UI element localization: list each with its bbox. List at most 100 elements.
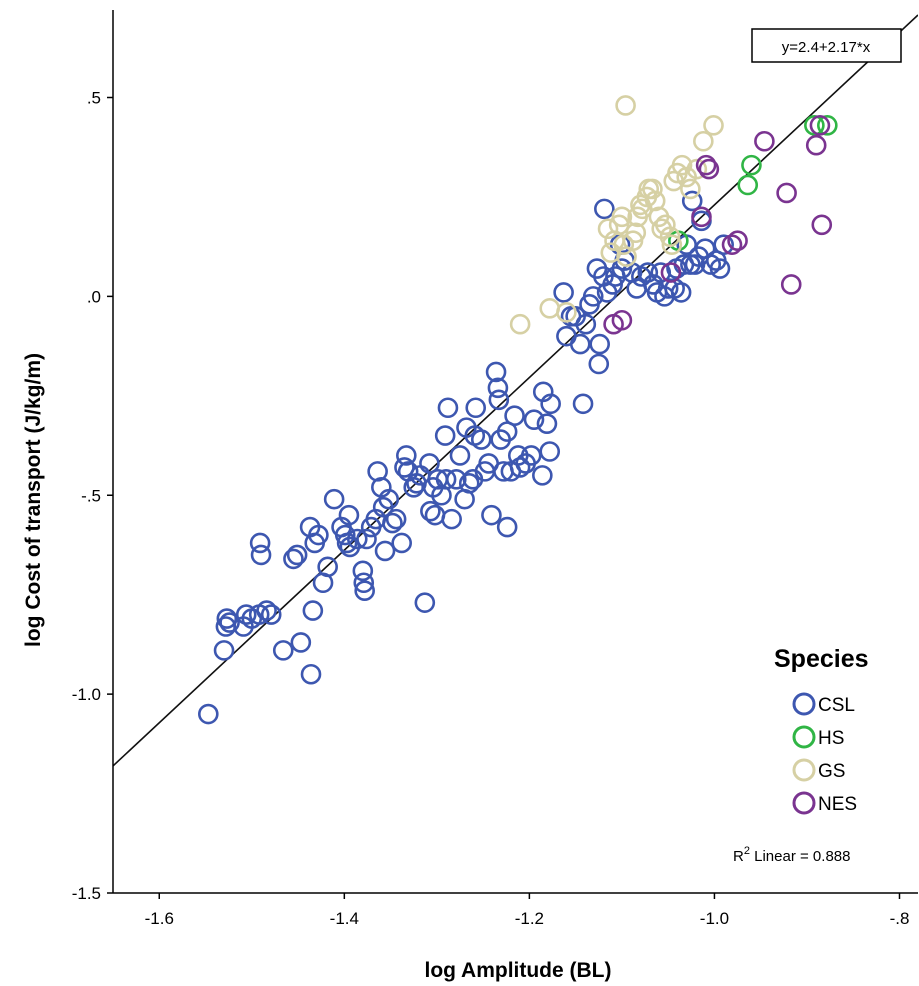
legend-marker-hs — [792, 725, 816, 749]
data-point-csl — [637, 262, 659, 283]
data-point-csl — [424, 504, 446, 526]
x-tick-label: -.8 — [890, 909, 910, 928]
data-point-csl — [219, 612, 240, 633]
data-point-csl — [235, 604, 257, 625]
data-point-csl — [256, 600, 277, 621]
data-point-csl — [352, 560, 374, 582]
data-point-csl — [302, 600, 324, 621]
data-point-csl — [414, 592, 436, 613]
legend-marker-nes — [792, 791, 816, 815]
points-layer — [198, 95, 838, 725]
legend-marker-csl — [792, 692, 816, 716]
data-point-gs — [671, 154, 693, 176]
data-point-nes — [780, 274, 802, 295]
data-point-csl — [300, 663, 322, 685]
data-point-csl — [488, 389, 510, 411]
data-point-csl — [394, 457, 415, 478]
data-point-csl — [523, 409, 545, 430]
data-point-gs — [625, 222, 647, 244]
data-point-csl — [713, 234, 734, 255]
y-tick-label: .0 — [87, 287, 101, 306]
data-point-nes — [698, 158, 720, 180]
y-tick-label: .5 — [87, 89, 101, 108]
data-point-csl — [308, 524, 329, 546]
data-point-nes — [754, 130, 775, 152]
data-point-csl — [382, 512, 403, 534]
data-point-csl — [198, 703, 219, 725]
y-tick-label: -1.5 — [72, 884, 101, 903]
data-point-nes — [727, 230, 748, 251]
data-point-nes — [721, 234, 743, 255]
legend: Species CSL HS GS NES — [774, 645, 869, 815]
data-point-nes — [776, 182, 797, 204]
data-point-csl — [378, 488, 400, 510]
data-point-csl — [385, 508, 407, 530]
y-ticks: -1.5 -1.0 -.5 .0 .5 — [72, 89, 113, 903]
data-point-csl — [250, 544, 272, 566]
data-point-csl — [272, 640, 294, 661]
fit-equation-text: y=2.4+2.17*x — [782, 39, 871, 56]
data-point-csl — [588, 353, 610, 375]
data-point-nes — [660, 262, 682, 283]
x-tick-label: -1.4 — [330, 909, 359, 928]
data-point-gs — [597, 218, 619, 240]
data-point-gs — [613, 234, 635, 255]
data-point-csl — [465, 397, 487, 419]
data-point-csl — [532, 465, 553, 486]
data-point-nes — [805, 134, 827, 156]
fit-line — [113, 14, 918, 767]
y-tick-label: -1.0 — [72, 685, 101, 704]
series-nes — [603, 115, 833, 335]
data-point-hs — [804, 115, 825, 136]
data-point-csl — [396, 445, 417, 466]
data-point-csl — [458, 473, 480, 494]
data-point-gs — [661, 234, 683, 255]
data-point-nes — [811, 214, 833, 236]
data-point-csl — [403, 476, 425, 498]
data-point-csl — [249, 532, 271, 554]
data-point-csl — [589, 333, 611, 355]
data-point-csl — [445, 469, 467, 490]
data-point-csl — [582, 286, 604, 307]
data-point-csl — [539, 441, 561, 462]
data-point-csl — [487, 377, 509, 399]
data-point-csl — [356, 528, 377, 550]
data-point-gs — [655, 214, 676, 236]
legend-label-hs: HS — [818, 728, 844, 749]
x-ticks: -1.6 -1.4 -1.2 -1.0 -.8 — [145, 893, 910, 928]
data-point-csl — [553, 282, 574, 303]
y-axis-title: log Cost of transport (J/kg/m) — [22, 353, 45, 647]
data-point-csl — [283, 548, 304, 570]
data-point-csl — [481, 504, 502, 526]
data-point-nes — [695, 154, 717, 176]
data-point-gs — [611, 206, 633, 228]
legend-marker-gs — [792, 758, 816, 782]
data-point-csl — [594, 198, 615, 220]
data-point-csl — [338, 504, 360, 526]
data-point-csl — [496, 516, 518, 538]
legend-title: Species — [774, 645, 869, 673]
data-point-csl — [700, 254, 722, 275]
data-point-csl — [709, 258, 731, 279]
data-point-csl — [520, 445, 542, 466]
data-point-csl — [354, 580, 375, 602]
data-point-csl — [434, 425, 456, 446]
data-point-csl — [290, 632, 312, 653]
data-point-csl — [575, 313, 597, 335]
legend-label-gs: GS — [818, 761, 845, 782]
data-point-nes — [809, 115, 831, 136]
data-point-gs — [509, 313, 531, 335]
data-point-csl — [216, 608, 238, 629]
data-point-csl — [509, 457, 531, 478]
data-point-csl — [260, 604, 282, 625]
series-gs — [509, 95, 724, 335]
data-point-csl — [213, 640, 235, 661]
fit-equation-label: y=2.4+2.17*x — [751, 28, 902, 63]
data-point-csl — [336, 532, 358, 554]
y-tick-label: -.5 — [81, 486, 101, 505]
x-tick-label: -1.0 — [700, 909, 729, 928]
x-tick-label: -1.2 — [515, 909, 544, 928]
data-point-gs — [659, 226, 681, 248]
data-point-csl — [504, 405, 525, 427]
